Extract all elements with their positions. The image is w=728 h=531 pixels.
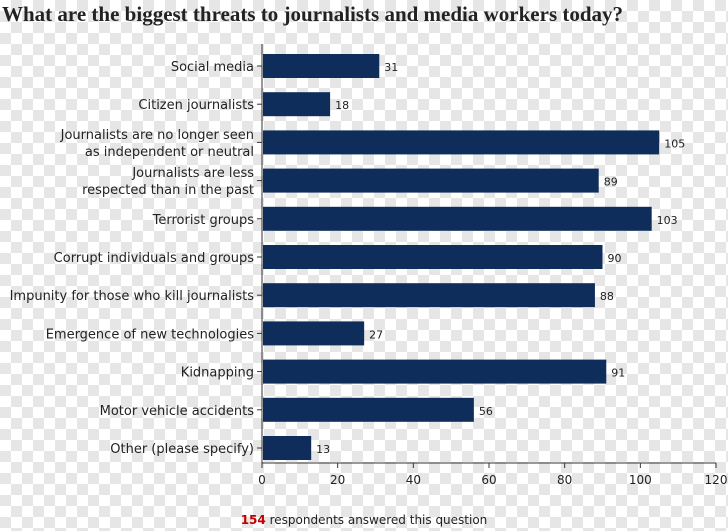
value-label: 27	[369, 328, 383, 341]
x-tick-label: 60	[481, 473, 496, 487]
category-label: Journalists are less	[131, 166, 254, 181]
respondents-text: respondents answered this question	[269, 513, 488, 527]
category-label: respected than in the past	[82, 183, 254, 198]
category-label: Social media	[171, 60, 254, 75]
x-tick-label: 80	[557, 473, 572, 487]
bar	[263, 245, 603, 269]
value-label: 89	[604, 176, 618, 189]
x-tick-label: 0	[258, 473, 266, 487]
category-label: Citizen journalists	[138, 98, 254, 113]
bar	[263, 130, 660, 155]
bar	[263, 397, 474, 422]
value-label: 18	[335, 99, 349, 112]
category-label: Corrupt individuals and groups	[54, 251, 255, 266]
category-label: Kidnapping	[181, 366, 254, 381]
bar	[263, 321, 365, 346]
respondents-note: 154 respondents answered this question	[0, 513, 728, 527]
bar	[263, 206, 652, 231]
value-label: 56	[479, 405, 493, 418]
x-tick-label: 20	[330, 473, 345, 487]
bar	[263, 359, 607, 384]
chart-title: What are the biggest threats to journali…	[2, 2, 624, 26]
category-label: Impunity for those who kill journalists	[10, 289, 255, 304]
x-tick-label: 120	[705, 473, 728, 487]
bar	[263, 168, 599, 193]
value-label: 31	[384, 61, 398, 74]
category-label: Other (please specify)	[110, 442, 254, 457]
bar	[263, 54, 380, 78]
value-label: 103	[657, 214, 678, 227]
category-label: Terrorist groups	[152, 213, 255, 228]
value-label: 13	[316, 443, 330, 456]
value-label: 91	[611, 367, 625, 380]
value-label: 88	[600, 290, 614, 303]
x-tick-label: 100	[629, 473, 652, 487]
bar	[263, 283, 595, 308]
value-label: 90	[608, 252, 622, 265]
bar	[263, 436, 312, 460]
x-tick-label: 40	[406, 473, 421, 487]
category-label: Emergence of new technologies	[46, 327, 255, 342]
respondents-count: 154	[240, 513, 266, 527]
category-label: Journalists are no longer seen	[60, 128, 254, 143]
value-label: 105	[664, 137, 685, 150]
bar	[263, 92, 331, 117]
category-label: Motor vehicle accidents	[100, 404, 255, 419]
category-label: as independent or neutral	[85, 145, 254, 160]
